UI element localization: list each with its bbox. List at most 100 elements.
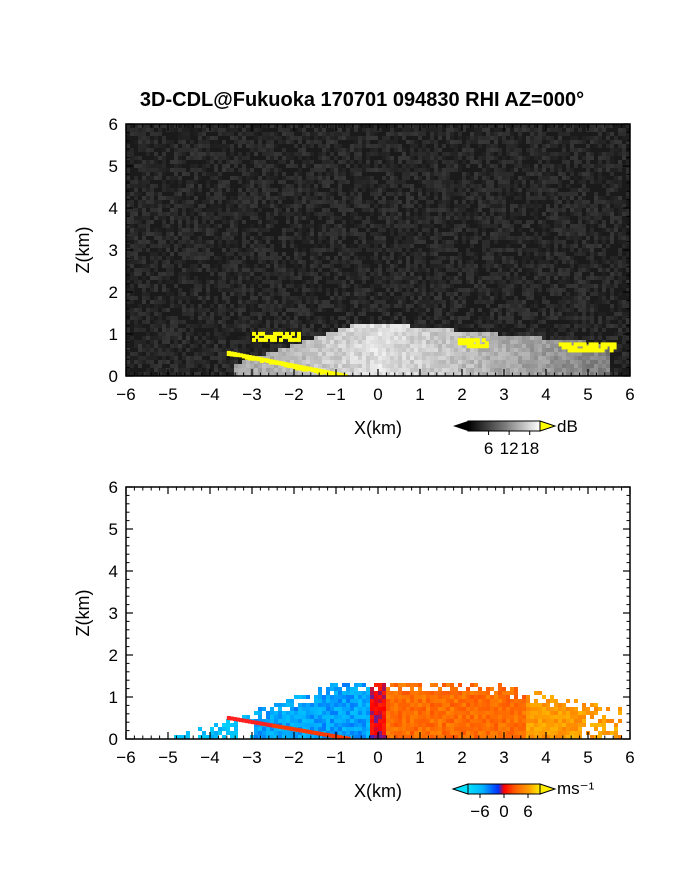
intensity-cell: [250, 228, 254, 232]
intensity-cell: [366, 208, 370, 212]
intensity-cell: [562, 124, 566, 128]
intensity-cell: [198, 176, 202, 180]
intensity-cell: [394, 332, 398, 336]
intensity-cell: [222, 140, 226, 144]
intensity-cell: [310, 144, 314, 148]
intensity-cell: [618, 132, 622, 136]
intensity-cell: [266, 148, 270, 152]
intensity-cell: [262, 136, 266, 140]
intensity-cell: [410, 244, 414, 248]
intensity-cell: [354, 292, 358, 296]
intensity-cell: [198, 236, 202, 240]
intensity-cell: [254, 148, 258, 152]
intensity-cell: [282, 272, 286, 276]
intensity-cell: [310, 260, 314, 264]
intensity-cell: [402, 268, 406, 272]
intensity-cell: [298, 180, 302, 184]
intensity-cell: [258, 140, 262, 144]
intensity-cell: [218, 204, 222, 208]
intensity-cell: [378, 128, 382, 132]
intensity-cell: [478, 184, 482, 188]
intensity-cell: [562, 244, 566, 248]
intensity-cell: [210, 196, 214, 200]
intensity-cell: [470, 336, 474, 340]
intensity-cell: [498, 124, 502, 128]
intensity-cell: [274, 212, 278, 216]
intensity-cell: [450, 260, 454, 264]
intensity-cell: [558, 324, 562, 328]
intensity-cell: [594, 252, 598, 256]
intensity-cell: [602, 220, 606, 224]
intensity-cell: [326, 196, 330, 200]
intensity-cell: [346, 136, 350, 140]
intensity-cell: [242, 348, 246, 352]
intensity-cell: [262, 304, 266, 308]
intensity-cell: [394, 200, 398, 204]
intensity-cell: [222, 348, 226, 352]
intensity-cell: [578, 300, 582, 304]
intensity-cell: [398, 288, 402, 292]
intensity-cell: [158, 348, 162, 352]
intensity-cell: [438, 284, 442, 288]
intensity-cell: [626, 268, 630, 272]
intensity-cell: [318, 204, 322, 208]
intensity-cell: [446, 232, 450, 236]
intensity-cell: [342, 304, 346, 308]
intensity-cell: [414, 328, 418, 332]
intensity-cell: [614, 296, 618, 300]
intensity-cell: [246, 184, 250, 188]
intensity-cell: [198, 224, 202, 228]
intensity-cell: [150, 140, 154, 144]
intensity-cell: [354, 184, 358, 188]
intensity-cell: [282, 176, 286, 180]
intensity-cell: [314, 272, 318, 276]
intensity-cell: [214, 308, 218, 312]
intensity-cell: [294, 196, 298, 200]
intensity-cell: [402, 340, 406, 344]
intensity-cell: [270, 272, 274, 276]
intensity-cell: [322, 180, 326, 184]
intensity-cell: [254, 180, 258, 184]
intensity-cell: [382, 144, 386, 148]
intensity-cell: [534, 216, 538, 220]
intensity-cell: [322, 144, 326, 148]
intensity-cell: [354, 176, 358, 180]
intensity-cell: [226, 252, 230, 256]
intensity-cell: [254, 300, 258, 304]
intensity-cell: [346, 292, 350, 296]
intensity-cell: [258, 348, 262, 352]
intensity-cell: [202, 252, 206, 256]
intensity-cell: [178, 328, 182, 332]
intensity-cell: [454, 168, 458, 172]
intensity-cell: [162, 224, 166, 228]
intensity-cell: [482, 256, 486, 260]
intensity-cell: [598, 344, 602, 348]
intensity-cell: [190, 292, 194, 296]
intensity-cell: [158, 192, 162, 196]
intensity-cell: [434, 300, 438, 304]
intensity-cell: [446, 212, 450, 216]
intensity-cell: [438, 208, 442, 212]
intensity-cell: [126, 292, 130, 296]
intensity-cell: [190, 332, 194, 336]
intensity-cell: [494, 332, 498, 336]
intensity-cell: [326, 348, 330, 352]
intensity-cell: [186, 204, 190, 208]
intensity-cell: [342, 244, 346, 248]
intensity-cell: [494, 144, 498, 148]
intensity-cell: [370, 348, 374, 352]
intensity-cell: [578, 308, 582, 312]
intensity-cell: [422, 228, 426, 232]
intensity-cell: [590, 180, 594, 184]
intensity-cell: [438, 296, 442, 300]
intensity-cell: [390, 164, 394, 168]
intensity-cell: [282, 324, 286, 328]
intensity-cell: [514, 196, 518, 200]
intensity-cell: [126, 168, 130, 172]
intensity-cell: [542, 272, 546, 276]
intensity-cell: [394, 304, 398, 308]
intensity-cell: [354, 328, 358, 332]
intensity-cell: [546, 164, 550, 168]
intensity-cell: [362, 240, 366, 244]
intensity-cell: [302, 340, 306, 344]
